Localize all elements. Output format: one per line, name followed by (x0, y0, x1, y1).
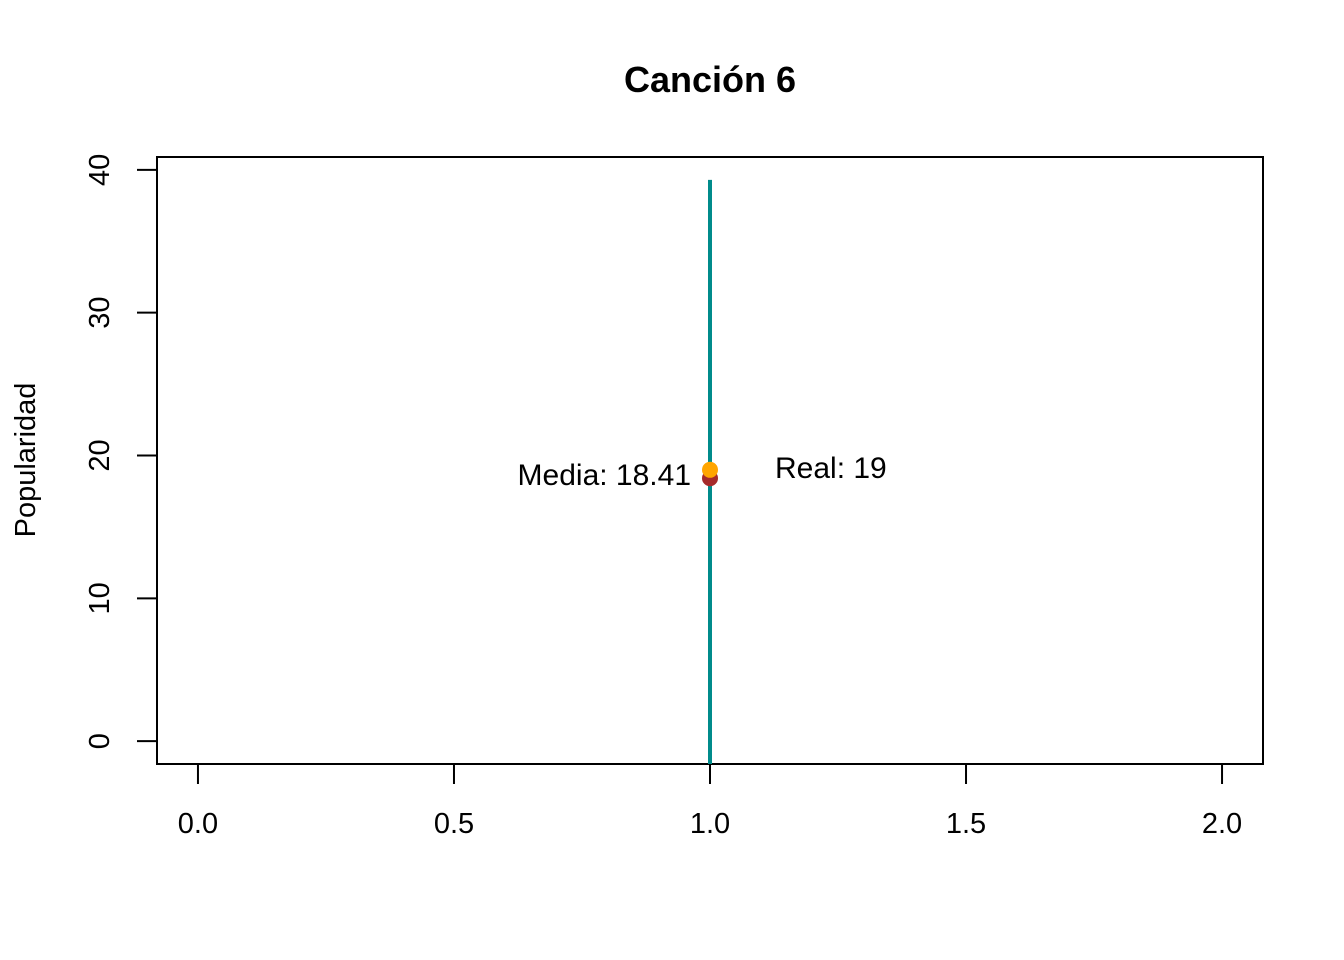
x-tick-label: 2.0 (1202, 808, 1242, 840)
y-tick-label: 10 (84, 582, 116, 614)
x-tick-label: 1.0 (690, 808, 730, 840)
y-axis: 0 10 20 30 40 (84, 154, 158, 749)
x-tick-label: 1.5 (946, 808, 986, 840)
real-label: Real: 19 (775, 452, 887, 485)
chart-title: Canción 6 (624, 59, 796, 100)
y-tick-label: 30 (84, 297, 116, 329)
x-tick-label: 0.0 (178, 808, 218, 840)
y-tick-label: 20 (84, 439, 116, 471)
y-tick-label: 0 (84, 733, 116, 749)
x-axis: 0.0 0.5 1.0 1.5 2.0 (178, 763, 1242, 840)
y-axis-label: Popularidad (10, 383, 42, 538)
real-point (702, 461, 718, 478)
media-label: Media: 18.41 (518, 459, 691, 492)
y-tick-label: 40 (84, 154, 116, 186)
chart-marks: Media: 18.41 Real: 19 (518, 179, 887, 764)
x-tick-label: 0.5 (434, 808, 474, 840)
